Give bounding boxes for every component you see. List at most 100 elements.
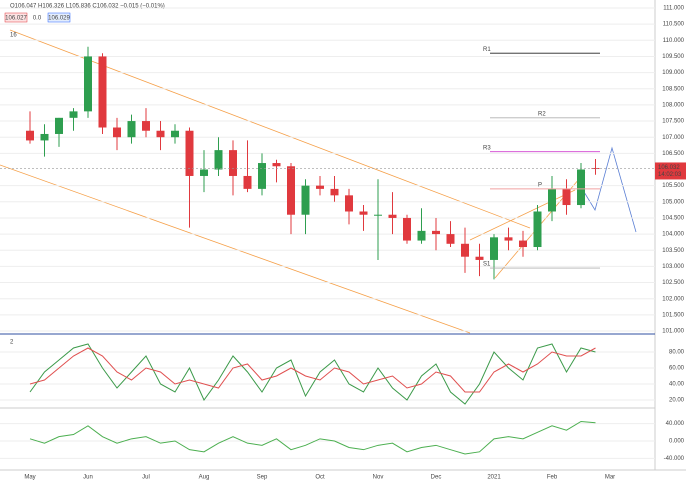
channel-line [9,29,531,229]
y-tick-label: 103.500 [662,248,684,254]
candle-body [200,169,208,176]
y-tick-label: 108.500 [662,86,684,92]
y-tick-label: 80.00 [669,350,685,356]
pivot-label: R3 [483,145,491,151]
candle-body [461,243,469,257]
projection-path [577,146,637,233]
candle-body [504,237,513,241]
y-tick-label: 101.500 [662,312,684,318]
y-tick-label: 109.000 [662,70,684,76]
pivot-label: R2 [538,111,546,117]
y-tick-label: -40.000 [664,456,685,462]
x-tick-label: Dec [431,475,442,481]
pivot-label: R1 [483,47,491,53]
y-tick-label: 102.500 [662,280,684,286]
y-tick-label: 60.00 [669,366,685,372]
candle-body [171,130,179,138]
candle-body [403,217,411,241]
candle-body [301,185,310,215]
y-tick-label: 110.000 [663,38,685,44]
y-tick-label: 103.000 [662,264,684,270]
buy-button[interactable] [47,12,71,23]
candle-body [40,133,49,141]
candle-body [374,214,382,216]
x-tick-label: Aug [199,475,210,481]
candle-body [490,237,498,260]
sell-price[interactable]: 106.027 [5,16,27,22]
candle-body [591,167,600,169]
y-tick-label: 101.000 [662,329,684,335]
candle-body [562,188,571,206]
candle-body [345,195,353,212]
x-tick-label: Jul [142,475,150,481]
candle-body [98,56,107,128]
countdown-label: 14:02:03 [658,172,682,178]
pivot-label: P [538,182,542,188]
candle-body [287,166,295,215]
candle-body [84,56,92,112]
y-tick-label: 109.500 [662,54,684,60]
candle-body [359,211,368,215]
candle-body [446,234,455,244]
y-tick-label: 0.000 [669,439,685,445]
y-tick-label: 104.500 [662,216,684,222]
candle-body [519,240,527,248]
pivot-label: S1 [483,262,491,268]
y-tick-label: 104.000 [662,232,684,238]
candle-body [432,230,440,235]
candle-body [548,188,556,212]
y-tick-label: 107.500 [662,119,684,125]
candle-body [55,117,63,134]
candle-body [475,256,484,260]
candle-body [243,175,252,189]
x-tick-label: Mar [605,475,615,481]
y-tick-label: 111.000 [663,6,684,12]
candle-body [577,169,585,206]
candle-body [69,111,78,118]
x-tick-label: May [24,475,35,481]
candle-body [26,130,34,141]
candle-body [185,130,194,176]
y-tick-label: 106.500 [662,151,684,157]
y-tick-label: 110.500 [663,22,685,28]
candle-body [316,185,324,189]
candle-body [388,214,397,218]
buy-price[interactable]: 106.029 [48,16,70,22]
y-tick-label: 108.000 [662,102,684,108]
candle-body [533,211,542,248]
price-tag [655,162,686,180]
pane-label: 16 [10,33,17,39]
channel-line [469,189,576,241]
candle-body [330,188,339,196]
pane-label: 2 [10,340,14,346]
y-tick-label: 102.000 [662,296,684,302]
sell-button[interactable] [4,12,28,23]
series-line [29,347,596,393]
series-line [29,420,596,455]
y-tick-label: 105.500 [662,183,684,189]
y-tick-label: 107.000 [662,135,684,141]
candle-body [417,230,426,241]
price-tag-label: 106.032 [658,165,680,171]
series-line [29,343,596,405]
x-tick-label: Feb [547,475,558,481]
candle-body [214,150,223,170]
y-tick-label: 40.00 [669,382,685,388]
y-tick-label: 40.000 [666,421,685,427]
candle-body [258,163,266,189]
x-tick-label: Sep [257,475,268,481]
y-tick-label: 105.000 [662,199,684,205]
ohlc-header: O106.047 H106.326 L105.836 C106.032 −0.0… [10,4,165,10]
candle-body [113,127,121,138]
candle-body [156,130,165,138]
x-tick-label: Oct [315,475,325,481]
x-tick-label: 2021 [487,475,501,481]
y-tick-label: 20.00 [669,398,685,404]
spread: 0.0 [33,16,42,22]
candle-body [272,163,281,167]
x-tick-label: Jun [83,475,93,481]
candle-body [127,121,136,138]
channel-line [0,164,471,334]
